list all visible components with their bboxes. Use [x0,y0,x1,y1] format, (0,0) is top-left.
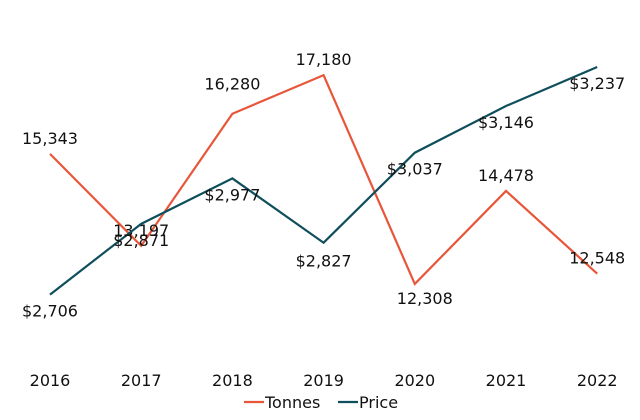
legend-item-price: Price [338,393,398,412]
legend: Tonnes Price [244,393,398,412]
data-label: $3,037 [387,160,443,179]
x-axis: 2016 2017 2018 2019 2020 2021 2022 [30,371,618,390]
series-line-price [49,65,598,296]
x-tick-label: 2022 [577,371,618,390]
x-tick-label: 2021 [486,371,527,390]
data-label: 15,343 [22,129,78,148]
series-price: $2,706 $2,871 $2,977 $2,827 $3,037 $3,146 $3,2… [22,65,625,321]
series-line-tonnes [49,73,598,286]
x-tick-label: 2019 [303,371,344,390]
series-layer: 15,34313,19716,28017,18012,30814,47812,5… [22,50,625,320]
legend-label: Tonnes [264,393,320,412]
data-label: $2,827 [296,252,352,271]
x-tick-label: 2017 [121,371,162,390]
x-tick-label: 2018 [212,371,253,390]
data-label: 17,180 [296,50,352,69]
x-tick-label: 2020 [394,371,435,390]
data-label: $2,706 [22,302,78,321]
data-label: 14,478 [478,166,534,185]
legend-label: Price [359,393,398,412]
data-label: 12,308 [397,289,453,308]
data-label: 12,548 [569,249,625,268]
series-tonnes: 15,34313,19716,28017,18012,30814,47812,5… [22,50,625,308]
data-label: $2,977 [204,185,260,204]
data-label: $3,146 [478,113,534,132]
data-label: 16,280 [204,75,260,94]
legend-item-tonnes: Tonnes [244,393,320,412]
data-label: $3,237 [569,74,625,93]
data-label: $2,871 [113,231,169,250]
x-tick-label: 2016 [30,371,71,390]
